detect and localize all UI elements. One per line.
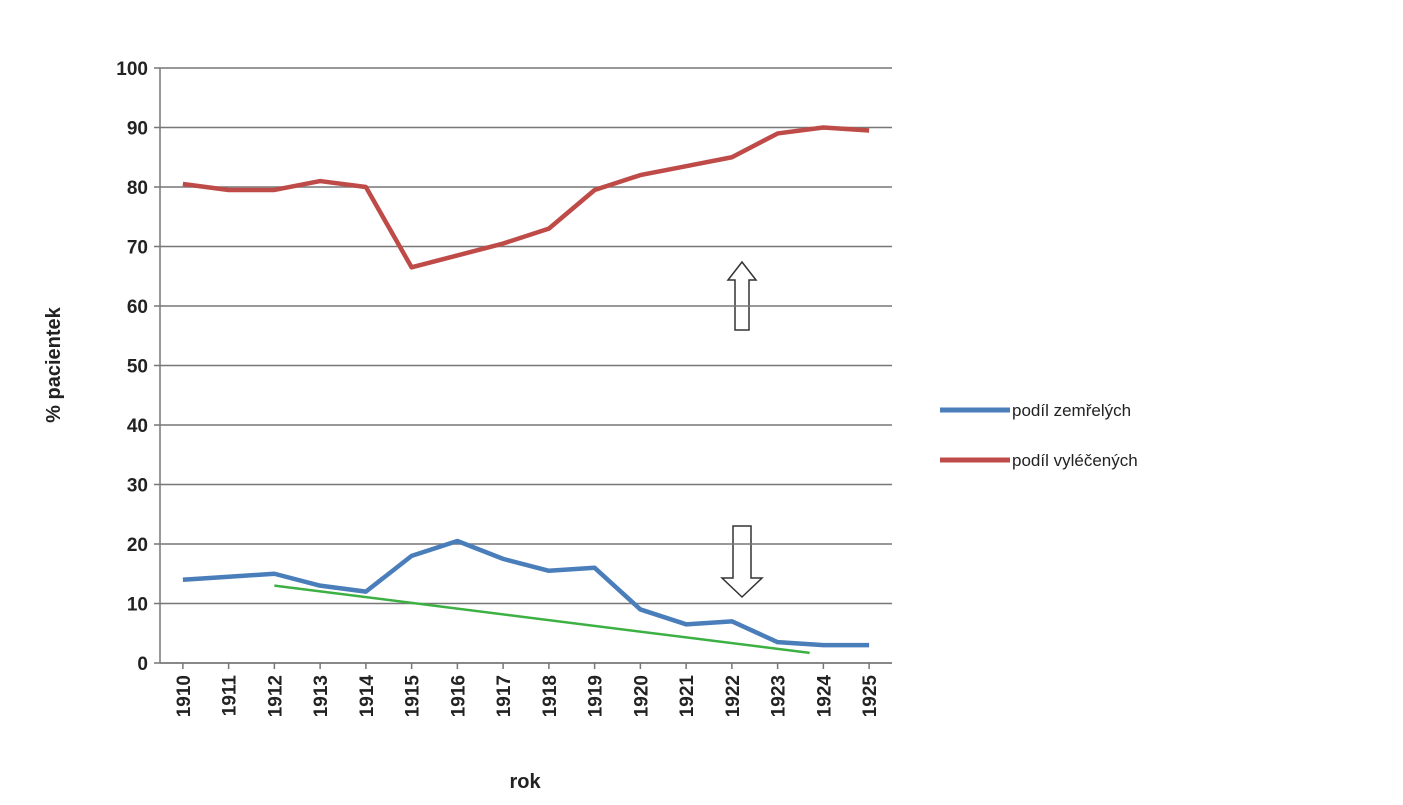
y-tick-label: 30: [127, 476, 148, 497]
y-tick-label: 60: [127, 297, 148, 318]
x-tick-label: 1920: [631, 675, 652, 717]
x-tick-label: 1921: [677, 675, 698, 718]
x-tick-label: 1912: [265, 675, 286, 717]
series-line: [182, 125, 870, 270]
y-tick-label: 40: [127, 416, 148, 437]
series-line: [182, 538, 870, 648]
x-tick-label: 1922: [723, 675, 744, 717]
y-axis-label: % pacientek: [43, 306, 65, 422]
x-tick-label: 1914: [357, 675, 378, 718]
down-arrow: [720, 525, 764, 599]
y-tick-label: 80: [127, 178, 148, 199]
y-tick-label: 90: [127, 119, 148, 140]
x-tick-label: 1915: [403, 675, 424, 718]
y-tick-label: 20: [127, 535, 148, 556]
y-tick-label: 100: [116, 59, 148, 80]
legend-label: podíl vyléčených: [1012, 451, 1138, 470]
legend-label: podíl zemřelých: [1012, 401, 1131, 420]
x-tick-label: 1913: [311, 675, 332, 717]
arrow-shape: [720, 525, 764, 599]
x-tick-label: 1923: [769, 675, 790, 717]
y-tick-label: 50: [127, 357, 148, 378]
x-tick-label: 1924: [814, 675, 835, 718]
trendline: [274, 584, 810, 655]
x-tick-label: 1918: [540, 675, 561, 717]
x-tick-label: 1911: [220, 675, 241, 717]
x-axis-label: rok: [509, 771, 541, 793]
up-arrow: [726, 260, 758, 331]
y-tick-label: 0: [137, 654, 148, 675]
x-tick-label: 1925: [860, 675, 881, 718]
x-tick-label: 1919: [586, 675, 607, 717]
x-tick-label: 1910: [174, 675, 195, 717]
x-tick-label: 1916: [448, 675, 469, 717]
y-tick-label: 70: [127, 238, 148, 259]
x-tick-label: 1917: [494, 675, 515, 717]
y-tick-label: 10: [127, 595, 148, 616]
arrow-shape: [726, 260, 758, 331]
